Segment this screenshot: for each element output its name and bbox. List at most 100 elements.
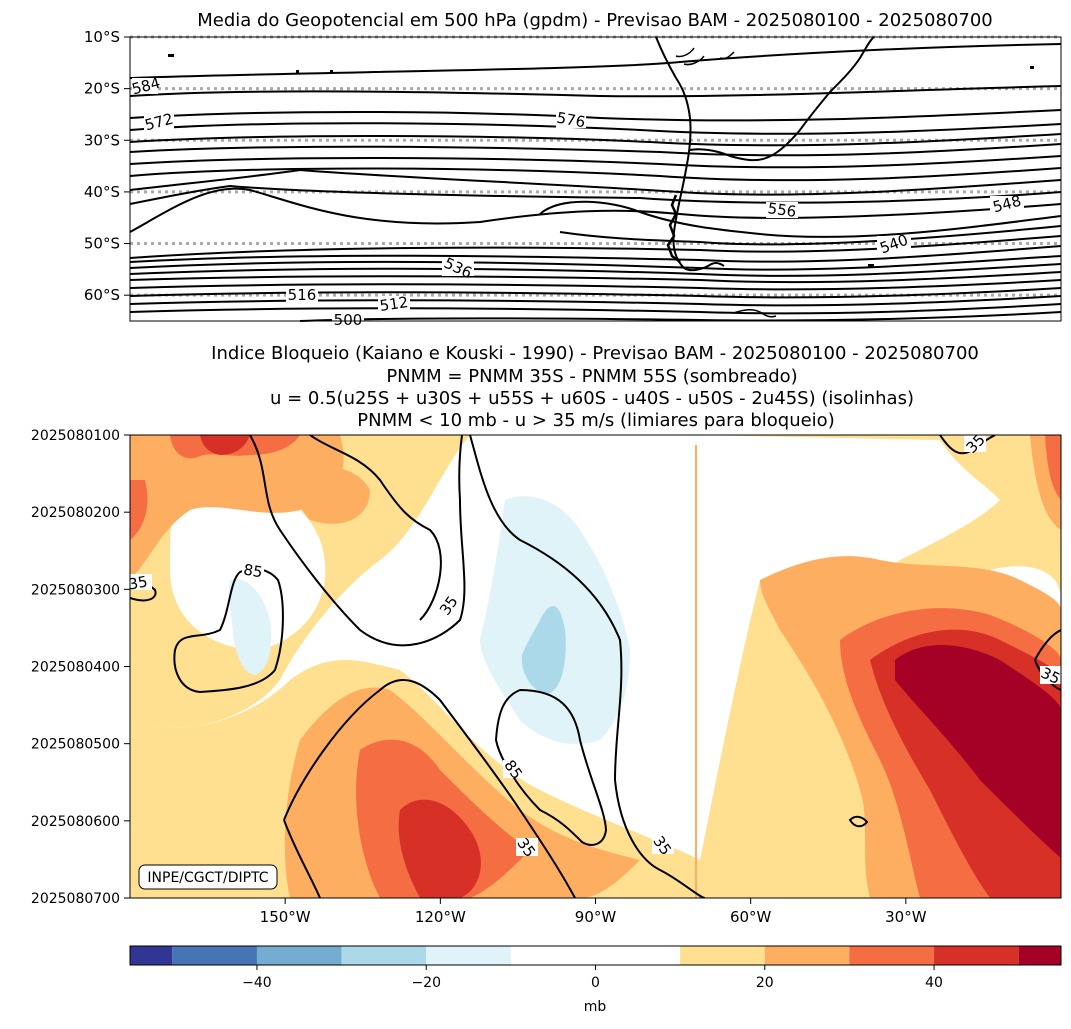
contour-line (129, 271, 1062, 284)
x-tick-label: 30°W (885, 908, 927, 926)
isoline-85 (173, 567, 284, 694)
x-tick-label: 60°W (730, 908, 772, 926)
colorbar-segment (680, 946, 765, 965)
top-panel-title: Media do Geopotencial em 500 hPa (gpdm) … (197, 10, 993, 31)
bottom-title-line-3: u = 0.5(u25S + u30S + u55S + u60S - u40S… (270, 388, 914, 409)
isoline-35 (283, 679, 576, 898)
colorbar-segment (1018, 946, 1061, 965)
isoline-35 (283, 819, 321, 898)
contour-line (129, 279, 1062, 291)
shade-0-10 (829, 457, 960, 544)
contour-line (129, 263, 1062, 277)
contour-line (129, 184, 1062, 205)
contour-label: 576 (555, 109, 586, 132)
contour-label: 516 (288, 286, 317, 304)
colorbar-segment (934, 946, 1019, 965)
contour-line (299, 311, 1062, 322)
y-tick-label: 2025080500 (31, 737, 120, 753)
antarctic-peninsula (733, 309, 777, 318)
isoline-label: 35 (127, 572, 149, 593)
y-tick-label: 2025080700 (31, 891, 120, 907)
contour-label: 556 (767, 199, 798, 221)
shade-30-40 (130, 480, 148, 540)
bottom-title-line-4: PNMM < 10 mb - u > 35 m/s (limiares para… (357, 410, 834, 431)
credit-box (138, 864, 278, 890)
colorbar-segment (849, 946, 935, 965)
colorbar-segment (510, 946, 596, 965)
pacific-island (330, 70, 333, 73)
x-tick-label: 120°W (415, 908, 466, 926)
u-isolines (130, 435, 1061, 898)
contour-line (129, 187, 1062, 233)
colorbar-tick-label: 40 (925, 975, 943, 991)
shade-minus20-minus10 (521, 606, 566, 694)
atlantic-island (1030, 66, 1034, 69)
contour-line (129, 235, 1062, 259)
shade-20-30 (130, 435, 344, 580)
colorbar-label: mb (584, 999, 607, 1015)
contour-line (129, 109, 1062, 122)
geopotential-contours (129, 43, 1062, 322)
isoline-85 (494, 688, 608, 846)
credit-text: INPE/CGCT/DIPTC (147, 870, 268, 886)
isoline-35 (249, 435, 466, 647)
x-tick-label: 150°W (260, 908, 311, 926)
blocking-index-plot: 35 85 35 35 85 35 35 35 INPE/CGCT/DIPTC (127, 435, 1063, 898)
contour-line (129, 133, 1062, 147)
bottom-panel-title: Indice Bloqueio (Kaiano e Kouski - 1990)… (211, 343, 979, 431)
bottom-title-line-1: Indice Bloqueio (Kaiano e Kouski - 1990)… (211, 343, 979, 364)
pacific-island (296, 70, 299, 73)
top-y-axis: 10°S 20°S 30°S 40°S 50°S 60°S (84, 28, 130, 304)
bottom-x-axis: 150°W 120°W 90°W 60°W 30°W (260, 898, 927, 926)
shade-30-40 (1045, 435, 1061, 500)
y-tick-label: 2025080300 (31, 582, 120, 598)
y-tick-label: 2025080200 (31, 505, 120, 521)
colorbar: −40 −20 0 20 40 (129, 945, 1062, 991)
shade-above-50 (895, 645, 1061, 858)
contour-line (129, 155, 1062, 169)
chile-fjords (666, 194, 681, 263)
top-map-frame (129, 36, 1062, 322)
colorbar-segment (764, 946, 850, 965)
top-map-panel: 584 572 576 556 548 540 536 516 512 500 … (84, 28, 1062, 329)
isoline-label: 85 (242, 560, 264, 581)
colorbar-segment (341, 946, 427, 965)
colorbar-tick-label: −20 (411, 975, 441, 991)
contour-label: 500 (334, 311, 363, 329)
y-tick-label: 30°S (84, 131, 120, 149)
falkland-islands (868, 264, 874, 268)
contour-line (539, 200, 1062, 238)
isoline-35 (309, 435, 442, 621)
pacific-island (168, 54, 174, 57)
contour-line (559, 225, 1062, 246)
isoline-35 (848, 815, 869, 828)
shade-minus10-0 (228, 579, 272, 675)
contour-line (129, 245, 1062, 263)
bottom-y-axis: 2025080100 2025080200 2025080300 2025080400… (31, 428, 130, 907)
colorbar-segment (426, 946, 511, 965)
contour-line (129, 85, 1062, 98)
colorbar-segment (595, 946, 681, 965)
contour-line (129, 255, 1062, 271)
shade-20-30 (297, 466, 370, 524)
x-tick-label: 90°W (575, 908, 617, 926)
contour-line (129, 43, 1062, 79)
y-tick-label: 2025080600 (31, 814, 120, 830)
bottom-title-line-2: PNMM = PNMM 35S - PNMM 55S (sombreado) (386, 366, 797, 387)
y-tick-label: 50°S (84, 235, 120, 253)
y-tick-label: 60°S (84, 286, 120, 304)
isoline-35 (469, 435, 706, 898)
top-contour-labels: 584 572 576 556 548 540 536 516 512 500 (130, 74, 1024, 329)
y-tick-label: 20°S (84, 80, 120, 98)
contour-line (129, 167, 1062, 182)
colorbar-tick-label: −40 (242, 975, 272, 991)
contour-line (129, 143, 1062, 157)
contour-line (129, 122, 1062, 135)
y-tick-label: 40°S (84, 183, 120, 201)
shade-40-50 (200, 435, 250, 455)
isoline-label: 35 (1038, 664, 1063, 688)
colorbar-tick-label: 0 (591, 975, 600, 991)
y-tick-label: 2025080100 (31, 428, 120, 444)
